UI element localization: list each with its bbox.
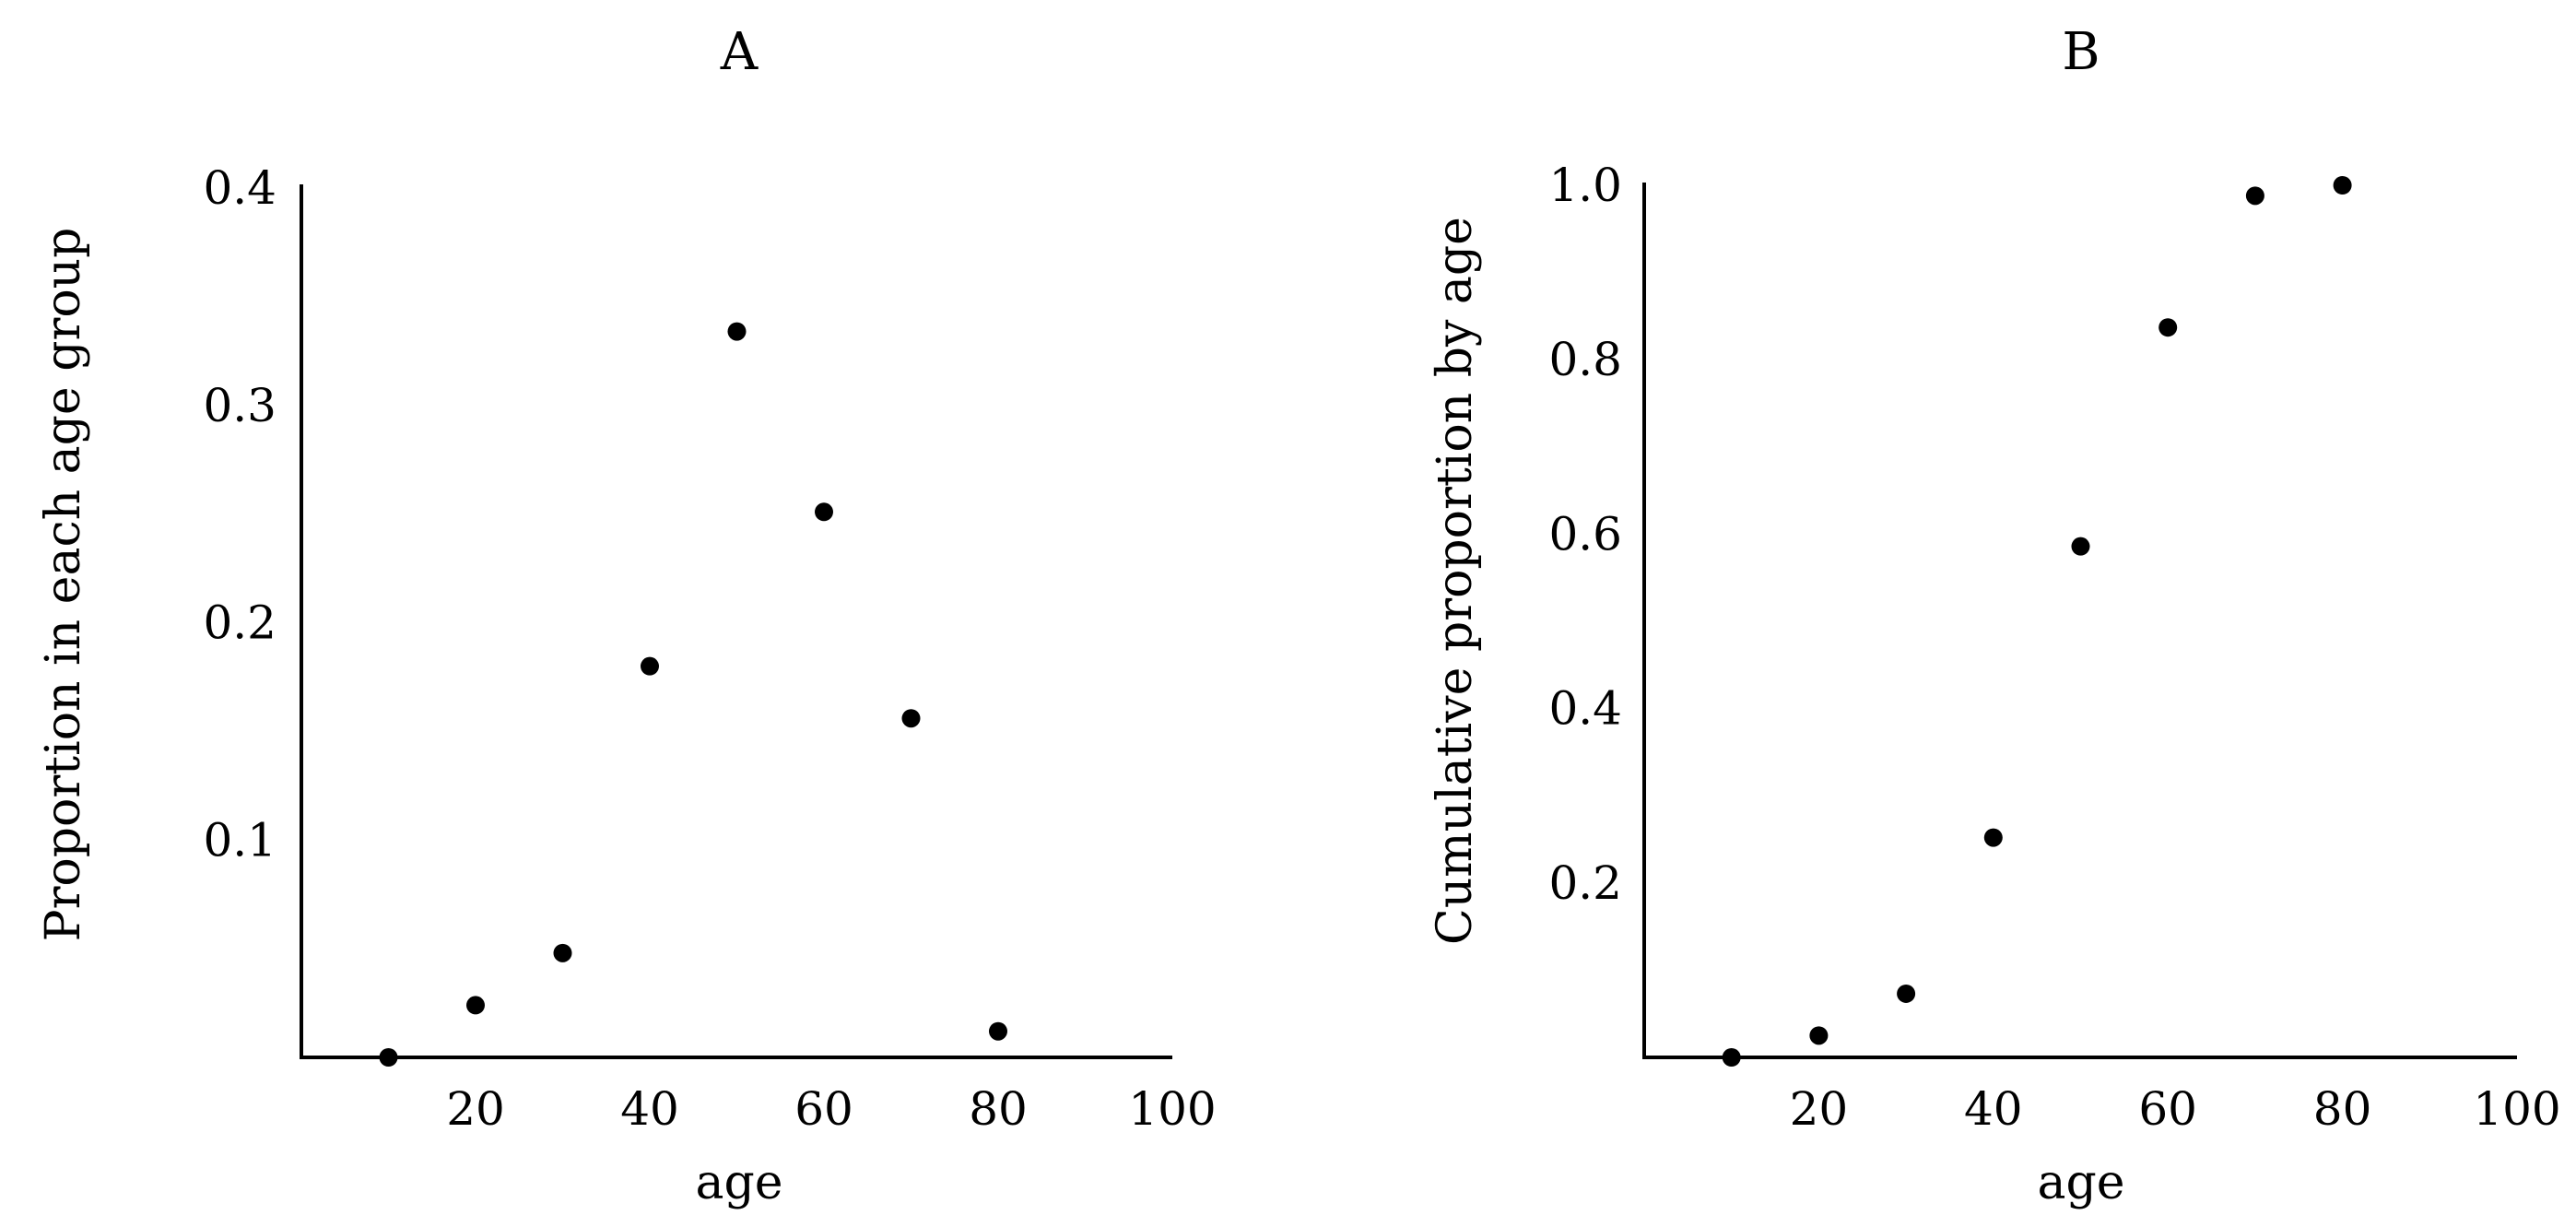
- panel-b-y-tick-label: 1.0: [1548, 159, 1622, 212]
- panel-a-data-point: [727, 322, 747, 341]
- panel-a-y-tick-label: 0.2: [203, 596, 276, 650]
- panel-b-x-tick-label: 40: [1964, 1082, 2023, 1136]
- panel-b-data-point: [1983, 828, 2003, 847]
- panel-a-data-point: [466, 996, 485, 1015]
- panel-a-x-tick-labels: 20 40 60 80 100: [446, 1082, 1217, 1136]
- panel-b-y-axis-label: Cumulative proportion by age: [1428, 217, 1483, 945]
- panel-b: B Cumulative proportion by age age 20 40 6…: [1428, 22, 2561, 1210]
- panel-b-data-point: [1809, 1026, 1829, 1045]
- panel-a-x-tick-label: 100: [1128, 1082, 1216, 1136]
- panel-b-data-point: [2071, 537, 2090, 556]
- panel-b-data-point: [2333, 176, 2352, 195]
- panel-b-data-points: [1722, 176, 2352, 1067]
- panel-a-x-tick-label: 20: [446, 1082, 505, 1136]
- panel-b-x-axis-label: age: [2037, 1155, 2124, 1210]
- panel-b-y-tick-label: 0.2: [1548, 856, 1622, 910]
- panel-a: A Proportion in each age group age 20 40 6…: [36, 22, 1217, 1210]
- panel-a-title: A: [720, 22, 759, 82]
- panel-b-y-tick-label: 0.6: [1548, 507, 1622, 560]
- panel-a-x-tick-label: 60: [794, 1082, 853, 1136]
- panel-b-y-tick-label: 0.8: [1548, 333, 1622, 386]
- panel-b-y-tick-labels: 0.2 0.4 0.6 0.8 1.0: [1548, 159, 1622, 910]
- panel-a-y-axis-label: Proportion in each age group: [36, 228, 91, 942]
- panel-b-data-point: [2245, 186, 2264, 206]
- panel-a-x-tick-label: 80: [969, 1082, 1028, 1136]
- panel-a-data-point: [379, 1048, 398, 1067]
- panel-a-y-tick-labels: 0.1 0.2 0.3 0.4: [203, 161, 276, 867]
- panel-b-data-point: [1722, 1048, 1741, 1067]
- panel-b-x-tick-label: 60: [2138, 1082, 2197, 1136]
- panel-b-x-tick-label: 20: [1790, 1082, 1849, 1136]
- panel-a-data-point: [815, 502, 833, 522]
- panel-b-data-point: [2158, 318, 2178, 337]
- panel-a-y-tick-label: 0.3: [203, 379, 276, 432]
- panel-a-x-axis-label: age: [695, 1155, 782, 1210]
- panel-b-y-tick-label: 0.4: [1548, 682, 1622, 736]
- panel-a-data-point: [989, 1021, 1007, 1041]
- panel-b-x-tick-labels: 20 40 60 80 100: [1790, 1082, 2561, 1136]
- panel-a-data-point: [901, 709, 921, 728]
- panel-b-x-tick-label: 80: [2313, 1082, 2372, 1136]
- panel-b-x-tick-label: 100: [2473, 1082, 2560, 1136]
- panel-a-data-point: [553, 943, 572, 962]
- panel-a-data-point: [641, 656, 659, 676]
- panel-a-data-points: [379, 322, 1007, 1067]
- panel-a-x-tick-label: 40: [620, 1082, 679, 1136]
- panel-a-y-tick-label: 0.4: [203, 161, 276, 215]
- panel-b-title: B: [2062, 22, 2100, 82]
- panel-b-data-point: [1897, 984, 1916, 1003]
- panel-a-y-tick-label: 0.1: [203, 813, 276, 867]
